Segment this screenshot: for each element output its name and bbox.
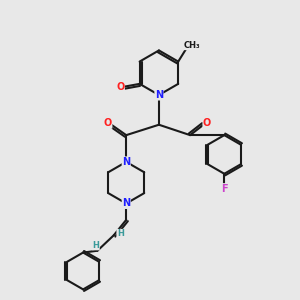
Text: O: O [116,82,124,92]
Text: N: N [122,199,130,208]
Text: N: N [155,90,163,100]
Text: O: O [104,118,112,128]
Text: CH₃: CH₃ [184,41,200,50]
Text: H: H [117,229,124,238]
Text: N: N [122,157,130,167]
Text: O: O [203,118,211,128]
Text: F: F [221,184,228,194]
Text: H: H [92,241,99,250]
